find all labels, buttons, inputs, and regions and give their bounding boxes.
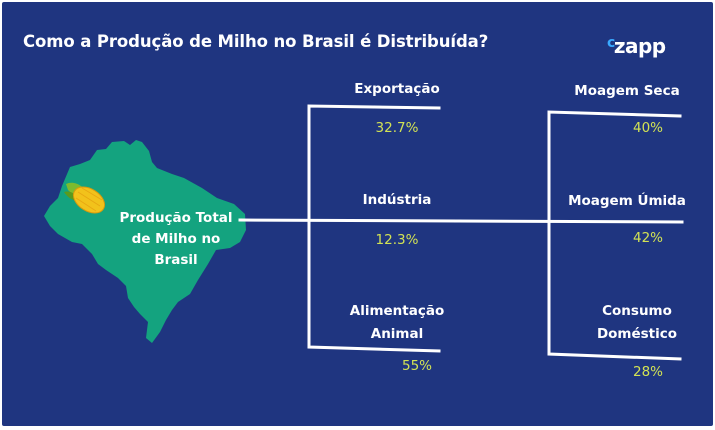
industry-value-moagem-umida: 42%	[632, 230, 663, 246]
page-title: Como a Produção de Milho no Brasil é Dis…	[23, 32, 489, 51]
industry-value-moagem-seca: 40%	[632, 120, 663, 136]
industry-label-moagem-umida: Moagem Úmida	[568, 193, 686, 209]
uses-bracket	[307, 104, 441, 353]
logo-text: zapp	[613, 34, 666, 58]
industry-label-moagem-seca: Moagem Seca	[574, 83, 680, 99]
use-value-exportacao: 32.7%	[375, 120, 419, 136]
use-label-exportacao: Exportação	[354, 81, 440, 97]
use-label-alimentacao-animal: Alimentação Animal	[349, 303, 445, 342]
use-value-alimentacao-animal: 55%	[401, 358, 432, 374]
main-connector-line	[238, 218, 684, 224]
corn-icon	[64, 182, 106, 214]
source-label: Produção Total de Milho no Brasil	[119, 210, 233, 268]
use-label-industria: Indústria	[362, 192, 432, 208]
logo-mark-icon: c	[607, 35, 615, 51]
industry-bracket	[547, 110, 682, 361]
industry-label-consumo-domestico: Consumo Doméstico	[596, 303, 678, 342]
use-value-industria: 12.3%	[375, 232, 419, 248]
zapp-logo: czapp	[607, 34, 666, 58]
industry-value-consumo-domestico: 28%	[632, 364, 663, 380]
